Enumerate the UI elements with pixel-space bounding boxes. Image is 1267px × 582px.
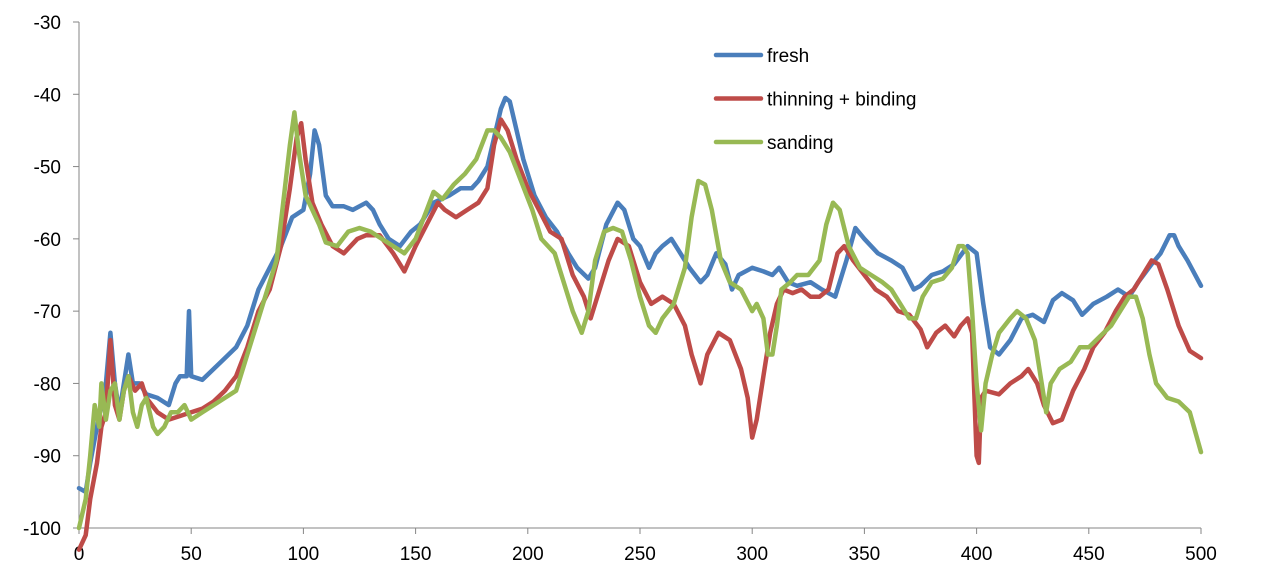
x-tick-label: 350	[849, 544, 881, 565]
x-tick-label: 150	[400, 544, 432, 565]
legend: fresh thinning + binding sanding	[713, 46, 917, 154]
x-tick-label: 450	[1073, 544, 1105, 565]
legend-label-fresh: fresh	[767, 46, 809, 67]
y-tick-label: -40	[34, 85, 61, 106]
y-tick-label: -60	[34, 230, 61, 251]
x-tick-label: 50	[181, 544, 202, 565]
x-tick-label: 250	[624, 544, 656, 565]
series-line-thinning-binding	[76, 117, 1204, 552]
legend-label-thinning-binding: thinning + binding	[767, 90, 917, 111]
x-tick-label: 400	[961, 544, 993, 565]
series-lines	[76, 95, 1204, 552]
y-tick-label: -80	[34, 374, 61, 395]
x-tick-label: 500	[1185, 544, 1217, 565]
series-line-sanding	[76, 110, 1204, 531]
x-tick-label: 300	[736, 544, 768, 565]
y-tick-label: -100	[23, 519, 61, 540]
y-tick-label: -70	[34, 302, 61, 323]
axes: -30 -40 -50 -60 -70 -80 -90 -100 0 50 100 150 200 250…	[23, 13, 1217, 565]
y-tick-label: -90	[34, 447, 61, 468]
y-tick-label: -30	[34, 13, 61, 34]
legend-label-sanding: sanding	[767, 133, 834, 154]
y-tick-label: -50	[34, 158, 61, 179]
x-tick-label: 100	[288, 544, 320, 565]
x-tick-label: 0	[74, 544, 85, 565]
x-tick-label: 200	[512, 544, 544, 565]
